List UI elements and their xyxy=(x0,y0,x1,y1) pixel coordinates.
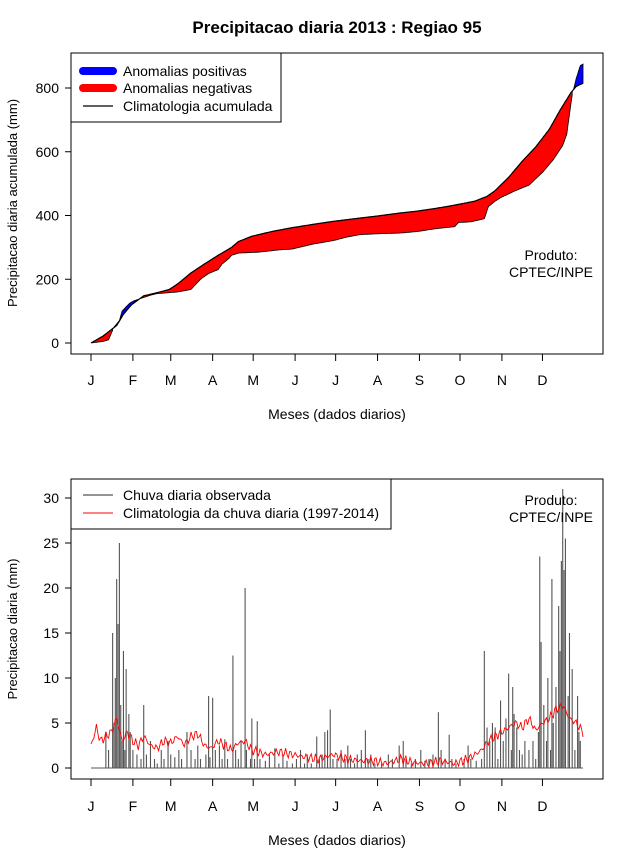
daily-x-tick-label: F xyxy=(129,798,138,814)
accumulated-x-tick-label: S xyxy=(415,372,424,388)
legend-negative-label: Anomalias negativas xyxy=(123,80,252,96)
daily-y-tick-label: 30 xyxy=(43,490,59,506)
daily-product-value: CPTEC/INPE xyxy=(509,509,593,525)
accumulated-climatology-line xyxy=(90,82,584,344)
daily-y-tick-label: 20 xyxy=(43,580,59,596)
daily-plot-area xyxy=(90,489,584,769)
daily-climatology-line xyxy=(90,701,584,769)
accumulated-x-tick-label: A xyxy=(208,372,218,388)
figure-title: Precipitacao diaria 2013 : Regiao 95 xyxy=(192,18,481,37)
accumulated-panel: 0 200 400 600 800 J F M A M J J A S O N D Meses (dados … xyxy=(5,52,604,422)
accumulated-y-tick-label: 0 xyxy=(51,335,59,351)
daily-y-tick-label: 0 xyxy=(51,760,59,776)
daily-product-label: Produto: xyxy=(525,492,578,508)
legend-observed-label: Chuva diaria observada xyxy=(123,487,271,503)
accumulated-y-label: Precipitacao diaria acumulada (mm) xyxy=(5,99,20,307)
accumulated-legend: Anomalias positivas Anomalias negativas … xyxy=(70,52,282,123)
daily-x-tick-label: S xyxy=(415,798,424,814)
daily-x-tick-label: J xyxy=(88,798,95,814)
daily-x-tick-label: A xyxy=(373,798,383,814)
daily-x-tick-label: O xyxy=(455,798,466,814)
daily-y-tick-label: 10 xyxy=(43,670,59,686)
daily-x-tick-label: A xyxy=(208,798,218,814)
accumulated-x-label: Meses (dados diarios) xyxy=(268,406,406,422)
daily-y-axis: 0 5 10 15 20 25 30 xyxy=(43,490,71,776)
daily-y-tick-label: 5 xyxy=(51,715,59,731)
accumulated-x-tick-label: F xyxy=(129,372,138,388)
accumulated-y-tick-label: 400 xyxy=(36,208,60,224)
legend-climatology-label: Climatologia acumulada xyxy=(123,98,273,114)
daily-x-tick-label: M xyxy=(165,798,177,814)
accumulated-x-tick-label: M xyxy=(165,372,177,388)
accumulated-plot-area xyxy=(90,63,584,344)
daily-y-tick-label: 15 xyxy=(43,625,59,641)
daily-x-tick-label: J xyxy=(292,798,299,814)
daily-legend-box xyxy=(70,478,392,530)
daily-x-tick-label: D xyxy=(537,798,547,814)
daily-x-label: Meses (dados diarios) xyxy=(268,832,406,848)
daily-x-tick-label: N xyxy=(497,798,507,814)
legend-positive-label: Anomalias positivas xyxy=(123,63,247,79)
accumulated-x-tick-label: N xyxy=(497,372,507,388)
accumulated-product-label: Produto: xyxy=(525,247,578,263)
accumulated-x-tick-label: J xyxy=(332,372,339,388)
accumulated-x-tick-label: J xyxy=(292,372,299,388)
accumulated-x-tick-label: J xyxy=(88,372,95,388)
accumulated-x-tick-label: D xyxy=(537,372,547,388)
daily-x-tick-label: M xyxy=(247,798,259,814)
accumulated-product-value: CPTEC/INPE xyxy=(509,264,593,280)
accumulated-x-tick-label: M xyxy=(247,372,259,388)
daily-y-label: Precipitacao diaria (mm) xyxy=(5,559,20,700)
accumulated-y-tick-label: 600 xyxy=(36,144,60,160)
accumulated-x-tick-label: A xyxy=(373,372,383,388)
legend-daily-climatology-label: Climatologia da chuva diaria (1997-2014) xyxy=(123,505,379,521)
daily-legend: Chuva diaria observada Climatologia da c… xyxy=(70,478,392,530)
accumulated-x-tick-label: O xyxy=(455,372,466,388)
daily-x-tick-label: J xyxy=(332,798,339,814)
accumulated-y-axis: 0 200 400 600 800 xyxy=(36,80,71,351)
daily-y-tick-label: 25 xyxy=(43,535,59,551)
accumulated-plot-box xyxy=(70,52,604,355)
daily-panel: 0 5 10 15 20 25 30 J F M A M J J A S O N D Meses (dados d… xyxy=(5,478,604,848)
accumulated-y-tick-label: 200 xyxy=(36,271,60,287)
accumulated-y-tick-label: 800 xyxy=(36,80,60,96)
